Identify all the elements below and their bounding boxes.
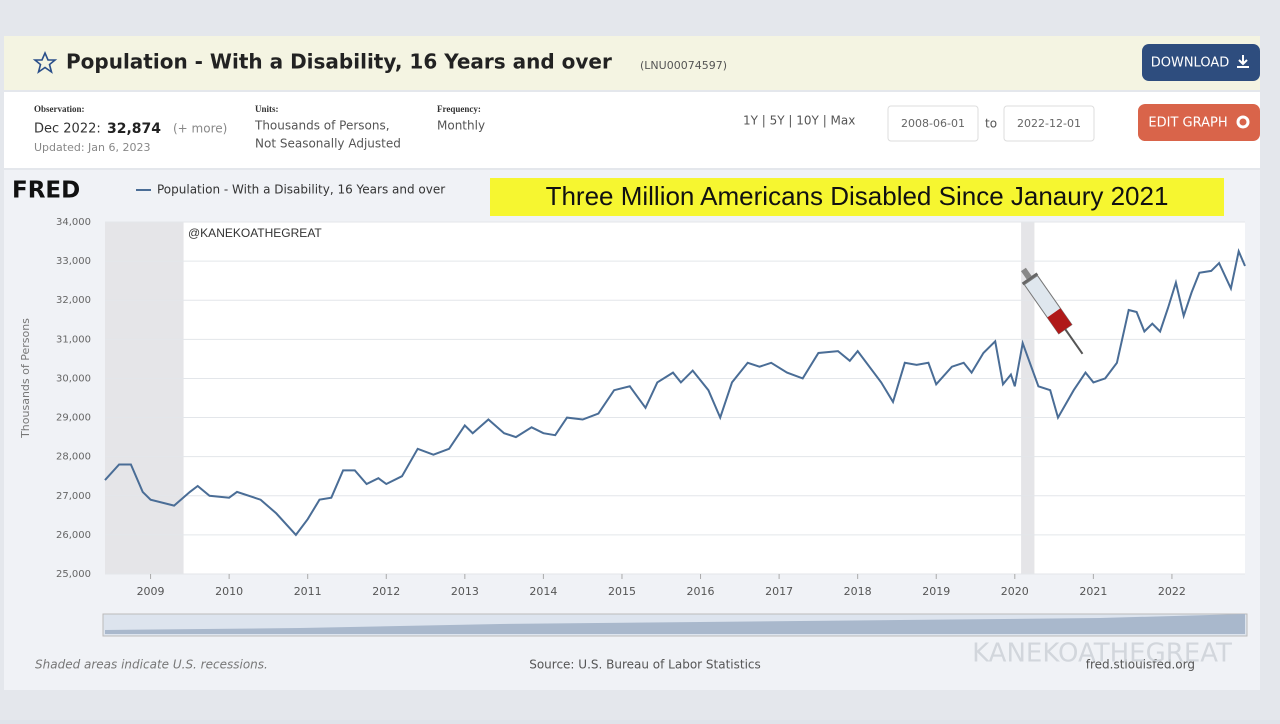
header-bar — [4, 36, 1260, 90]
x-tick-label: 2020 — [1001, 585, 1029, 598]
observation-value: 32,874 — [107, 121, 161, 137]
fred-logo: FRED — [12, 178, 80, 204]
y-tick-label: 34,000 — [56, 217, 91, 228]
overlay-title: Three Million Americans Disabled Since J… — [546, 181, 1169, 211]
chart: 25,000 26,000 27,000 28,000 29,000 30,000 31,0… — [19, 183, 1246, 598]
units-label: Units: — [255, 104, 279, 114]
to-label: to — [985, 117, 997, 131]
x-tick-label: 2011 — [294, 585, 322, 598]
star-icon[interactable] — [32, 50, 58, 74]
x-tick-label: 2012 — [372, 585, 400, 598]
start-date: 2008-06-01 — [901, 117, 965, 130]
x-tick-label: 2013 — [451, 585, 479, 598]
recession-band — [105, 222, 184, 574]
navigator-area — [105, 614, 1245, 634]
more-link[interactable]: (+ more) — [173, 122, 227, 136]
y-tick-label: 26,000 — [56, 530, 91, 541]
y-tick-label: 32,000 — [56, 295, 91, 306]
site-link[interactable]: fred.stlouisfed.org — [1086, 658, 1195, 672]
series-title: Population - With a Disability, 16 Years… — [66, 50, 612, 74]
x-tick-label: 2019 — [922, 585, 950, 598]
series-line — [104, 247, 1246, 537]
range-buttons[interactable]: 1Y | 5Y | 10Y | Max — [743, 114, 855, 128]
legend-label: Population - With a Disability, 16 Years… — [157, 183, 445, 197]
frequency-label: Frequency: — [437, 104, 481, 114]
source: Source: U.S. Bureau of Labor Statistics — [529, 658, 761, 672]
y-tick-label: 29,000 — [56, 413, 91, 424]
x-tick-label: 2017 — [765, 585, 793, 598]
watermark: KANEKOATHEGREAT — [972, 639, 1232, 669]
edit-graph-label: EDIT GRAPH — [1148, 116, 1227, 131]
observation-label: Observation: — [34, 104, 85, 114]
end-date-input[interactable] — [1003, 105, 1095, 142]
x-tick-label: 2014 — [529, 585, 557, 598]
series-id: (LNU00074597) — [640, 59, 727, 72]
y-tick-label: 31,000 — [56, 334, 91, 345]
annotation: @KANEKOATHEGREAT — [188, 226, 322, 240]
x-tick-label: 2021 — [1079, 585, 1107, 598]
gear-icon — [1236, 115, 1250, 129]
end-date: 2022-12-01 — [1017, 117, 1081, 130]
syringe-icon — [1020, 267, 1084, 355]
download-label: DOWNLOAD — [1151, 56, 1230, 71]
download-button[interactable] — [1142, 44, 1260, 81]
recession-band — [1021, 222, 1035, 574]
x-tick-label: 2015 — [608, 585, 636, 598]
x-tick-label: 2010 — [215, 585, 243, 598]
observation-date: Dec 2022: — [34, 122, 101, 137]
x-tick-label: 2022 — [1158, 585, 1186, 598]
download-icon — [1237, 55, 1249, 68]
units-line: Thousands of Persons, — [254, 119, 390, 133]
y-tick-label: 25,000 — [56, 569, 91, 580]
units-line: Not Seasonally Adjusted — [255, 137, 401, 151]
overlay-highlight — [490, 178, 1224, 216]
x-tick-label: 2016 — [687, 585, 715, 598]
x-tick-label: 2018 — [844, 585, 872, 598]
y-tick-label: 27,000 — [56, 491, 91, 502]
start-date-input[interactable] — [887, 105, 979, 142]
y-axis-label: Thousands of Persons — [19, 318, 32, 439]
plot-area — [105, 222, 1245, 574]
recession-note: Shaded areas indicate U.S. recessions. — [35, 658, 268, 672]
frequency: Monthly — [437, 119, 485, 133]
x-tick-label: 2009 — [137, 585, 165, 598]
y-tick-label: 30,000 — [56, 373, 91, 384]
edit-graph-button[interactable] — [1138, 104, 1260, 141]
updated: Updated: Jan 6, 2023 — [34, 141, 150, 154]
y-tick-label: 33,000 — [56, 256, 91, 267]
y-tick-label: 28,000 — [56, 452, 91, 463]
